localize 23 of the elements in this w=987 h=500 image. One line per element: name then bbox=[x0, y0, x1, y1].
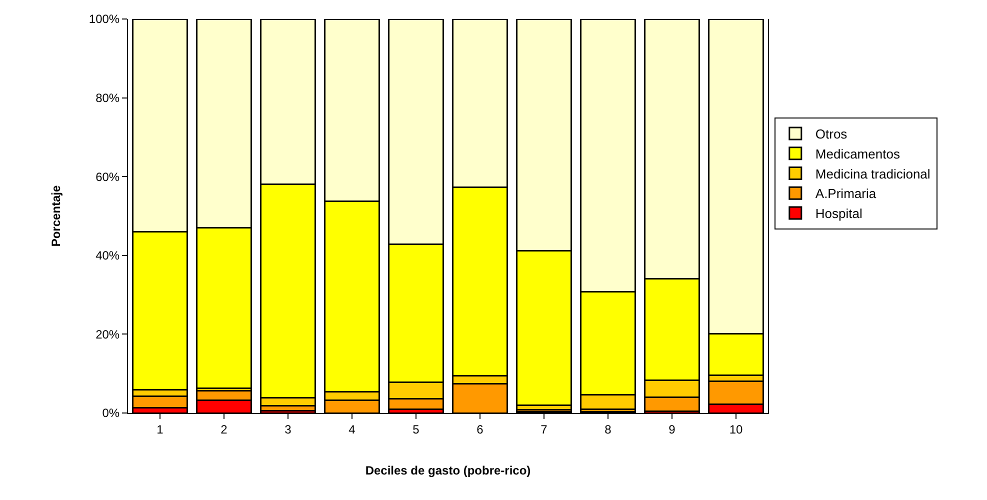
x-tick-label: 6 bbox=[476, 422, 484, 436]
legend-label: Hospital bbox=[815, 206, 862, 222]
x-tick-label: 1 bbox=[156, 422, 164, 436]
legend-label: Medicina tradicional bbox=[815, 166, 930, 182]
y-tick-label: 80% bbox=[96, 91, 120, 105]
legend-label: Otros bbox=[815, 126, 848, 142]
x-tick-label: 7 bbox=[540, 422, 548, 436]
x-tick-label: 8 bbox=[604, 422, 612, 436]
x-tick-label: 4 bbox=[348, 422, 356, 436]
y-tick-label: 40% bbox=[96, 248, 120, 263]
y-tick-label: 100% bbox=[88, 12, 120, 26]
y-tick-label: 20% bbox=[96, 327, 120, 342]
legend-label: Medicamentos bbox=[815, 146, 900, 162]
legend-label: A.Primaria bbox=[815, 186, 877, 202]
x-tick-label: 9 bbox=[668, 422, 676, 436]
x-axis-title: Deciles de gasto (pobre-rico) bbox=[365, 463, 531, 478]
y-tick-label: 0% bbox=[102, 406, 120, 420]
x-tick-label: 3 bbox=[284, 422, 292, 436]
x-tick-label: 2 bbox=[220, 422, 228, 436]
y-axis-title: Porcentaje bbox=[49, 184, 64, 247]
x-tick-label: 10 bbox=[729, 422, 743, 436]
x-tick-label: 5 bbox=[412, 422, 420, 436]
y-tick-label: 60% bbox=[96, 170, 120, 184]
